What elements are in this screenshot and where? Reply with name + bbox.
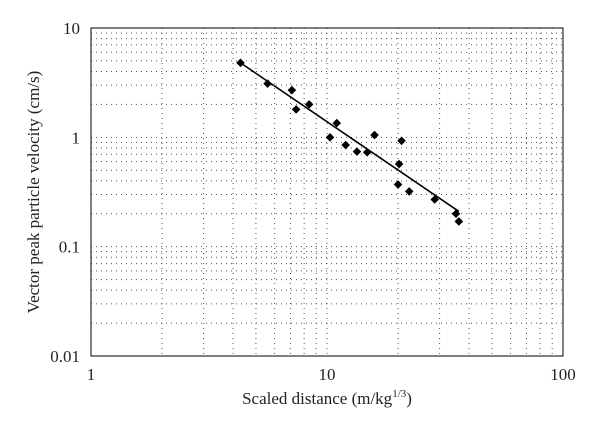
data-point — [291, 105, 301, 114]
data-point — [430, 195, 440, 204]
data-point — [325, 133, 335, 142]
data-point — [263, 79, 272, 88]
data-point — [341, 140, 350, 150]
x-axis-title-superscript: 1/3 — [392, 388, 407, 400]
plot-frame — [90, 27, 564, 357]
data-point — [394, 159, 404, 169]
y-axis-tick-labels: 0.01 0.1 1 10 — [50, 19, 80, 366]
data-point — [362, 147, 372, 157]
data-point — [397, 136, 406, 146]
data-point — [236, 58, 245, 68]
regression-line — [240, 62, 460, 213]
data-point — [404, 187, 414, 196]
data-point — [370, 130, 379, 140]
x-tick-label: 100 — [550, 365, 576, 384]
x-axis-title-close: ) — [406, 389, 412, 408]
data-point — [454, 217, 464, 226]
data-point — [304, 100, 314, 109]
y-axis-title: Vector peak particle velocity (cm/s) — [24, 71, 43, 314]
y-tick-label: 0.1 — [59, 238, 80, 257]
data-point — [332, 118, 342, 128]
data-point — [287, 85, 297, 95]
grid-lines — [91, 28, 563, 356]
x-axis-title: Scaled distance (m/kg1/3) — [242, 388, 412, 408]
y-tick-label: 0.01 — [50, 347, 80, 366]
data-point — [393, 180, 403, 189]
x-axis-title-main: Scaled distance (m/kg — [242, 389, 393, 408]
data-points — [236, 58, 464, 226]
y-tick-label: 1 — [72, 128, 81, 147]
data-point — [451, 209, 461, 219]
data-point — [352, 147, 362, 156]
x-tick-label: 1 — [87, 365, 96, 384]
x-axis-tick-labels: 1 10 100 — [87, 365, 576, 384]
y-tick-label: 10 — [63, 19, 80, 38]
x-tick-label: 10 — [319, 365, 336, 384]
